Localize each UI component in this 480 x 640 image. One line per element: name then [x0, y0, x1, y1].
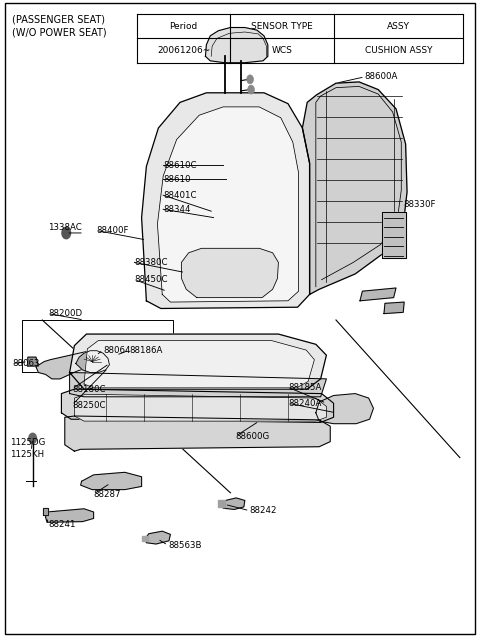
Polygon shape: [70, 334, 326, 389]
Text: CUSHION ASSY: CUSHION ASSY: [365, 46, 432, 55]
Text: 88242: 88242: [250, 506, 277, 515]
Polygon shape: [181, 248, 278, 298]
Polygon shape: [46, 509, 94, 522]
Circle shape: [62, 227, 71, 239]
Polygon shape: [222, 498, 245, 509]
Text: 88240A: 88240A: [288, 399, 322, 408]
Text: 1125KH: 1125KH: [10, 450, 44, 459]
Text: 88344: 88344: [163, 205, 191, 214]
Polygon shape: [28, 357, 38, 366]
Polygon shape: [76, 351, 109, 372]
Polygon shape: [360, 288, 396, 301]
Text: 88186A: 88186A: [130, 346, 163, 355]
Text: 88563B: 88563B: [168, 541, 202, 550]
Polygon shape: [142, 93, 310, 308]
Polygon shape: [70, 372, 326, 397]
Text: Period: Period: [169, 22, 198, 31]
Text: 88287: 88287: [94, 490, 121, 499]
Polygon shape: [316, 394, 373, 424]
Text: 88610: 88610: [163, 175, 191, 184]
Polygon shape: [84, 340, 314, 388]
Text: 88600G: 88600G: [235, 432, 269, 441]
Text: 1125DG: 1125DG: [10, 438, 45, 447]
Polygon shape: [218, 500, 225, 507]
Polygon shape: [61, 389, 334, 422]
Circle shape: [247, 75, 253, 84]
Text: 88241: 88241: [48, 520, 75, 529]
Polygon shape: [302, 82, 407, 294]
Polygon shape: [142, 536, 148, 541]
Polygon shape: [384, 302, 404, 314]
Polygon shape: [145, 531, 170, 544]
Circle shape: [248, 85, 254, 94]
Polygon shape: [205, 28, 268, 63]
Polygon shape: [382, 212, 406, 258]
Text: 88180C: 88180C: [72, 385, 106, 394]
Polygon shape: [65, 416, 330, 451]
Text: 88600A: 88600A: [365, 72, 398, 81]
Text: WCS: WCS: [272, 46, 292, 55]
Text: 88064: 88064: [103, 346, 131, 355]
Polygon shape: [157, 107, 299, 302]
Text: SENSOR TYPE: SENSOR TYPE: [251, 22, 313, 31]
Text: 88330F: 88330F: [403, 200, 436, 209]
Text: 88185A: 88185A: [288, 383, 322, 392]
Text: 88401C: 88401C: [163, 191, 197, 200]
Text: ASSY: ASSY: [387, 22, 410, 31]
Text: 88450C: 88450C: [134, 275, 168, 284]
Circle shape: [29, 433, 36, 444]
Text: 88610C: 88610C: [163, 161, 197, 170]
Text: 20061206~: 20061206~: [157, 46, 210, 55]
Polygon shape: [74, 394, 326, 421]
Text: 1338AC: 1338AC: [48, 223, 82, 232]
Polygon shape: [81, 472, 142, 490]
Text: 88200D: 88200D: [48, 309, 82, 318]
Text: 88400F: 88400F: [96, 226, 129, 235]
Text: 88250C: 88250C: [72, 401, 106, 410]
Text: (PASSENGER SEAT)
(W/O POWER SEAT): (PASSENGER SEAT) (W/O POWER SEAT): [12, 14, 107, 37]
Text: 88063: 88063: [12, 359, 39, 368]
Text: 88380C: 88380C: [134, 258, 168, 267]
Polygon shape: [36, 347, 132, 379]
Polygon shape: [43, 508, 48, 515]
